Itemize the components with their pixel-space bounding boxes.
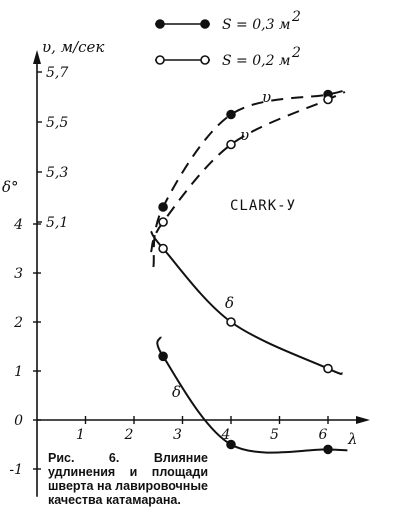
x-tick-label: 1 [76, 427, 85, 443]
legend-label: S = 0,2 м [222, 53, 291, 69]
data-point [226, 139, 236, 150]
legend-label-exponent: 2 [291, 45, 301, 61]
curve-label: υ [262, 88, 271, 106]
caption-prefix: Рис. 6. [48, 451, 120, 465]
left-tick-label: 4 [13, 217, 23, 233]
data-point [226, 109, 236, 120]
delta-axis-label: δ° [2, 178, 19, 196]
legend-marker [155, 55, 165, 65]
data-point [226, 439, 236, 450]
curve-label: δ [225, 294, 234, 312]
data-point [226, 317, 236, 327]
series-line [150, 91, 346, 253]
legend-marker [155, 19, 165, 29]
velocity-tick-label: 5,7 [46, 65, 68, 81]
left-tick-label: 1 [14, 364, 23, 380]
curve-label: υ [240, 126, 249, 144]
x-tick-label: 3 [173, 427, 182, 443]
x-tick-label: 2 [124, 427, 134, 443]
left-tick-label: 0 [14, 413, 23, 429]
legend-label-exponent: 2 [291, 9, 301, 25]
velocity-axis-label: υ, м/сек [42, 38, 104, 56]
curve-label: δ [172, 383, 181, 401]
velocity-tick-label: 5,1 [46, 215, 68, 231]
data-point [158, 243, 168, 254]
x-tick-label: 4 [221, 427, 231, 443]
series-line [150, 230, 343, 375]
data-point [323, 444, 333, 455]
legend-marker [200, 19, 210, 29]
left-tick-label: 3 [14, 266, 23, 282]
series-line [152, 88, 348, 268]
data-point [323, 94, 333, 105]
left-tick-label: 2 [13, 315, 23, 331]
axes [33, 50, 370, 497]
velocity-tick-label: 5,3 [46, 165, 68, 181]
data-point [158, 202, 168, 212]
legend-marker [200, 55, 210, 65]
labels: υ, м/сек δ° λ υ υ δ δ CLARK-У [2, 38, 358, 448]
x-tick-label: 5 [270, 427, 279, 443]
data-point [323, 363, 333, 374]
x-tick-label: 6 [319, 427, 328, 443]
legend-label: S = 0,3 м [222, 17, 291, 33]
chart-annotation: CLARK-У [230, 198, 296, 214]
x-axis-arrow [356, 416, 370, 424]
y-axis-arrow [33, 50, 41, 64]
markers [158, 89, 333, 455]
figure-caption: Рис. 6. Влияние удлинения и площади швер… [48, 451, 208, 507]
left-tick-label: -1 [9, 462, 23, 478]
data-point [158, 217, 168, 227]
ticks: 1 2 3 4 5 6 -1 0 1 2 3 4 5,1 5,3 5,5 5,7 [9, 65, 329, 478]
x-axis-label: λ [347, 430, 358, 448]
caption-text: Влияние удлинения и площади шверта на ла… [48, 451, 208, 507]
velocity-tick-label: 5,5 [46, 115, 68, 131]
data-point [158, 351, 168, 362]
